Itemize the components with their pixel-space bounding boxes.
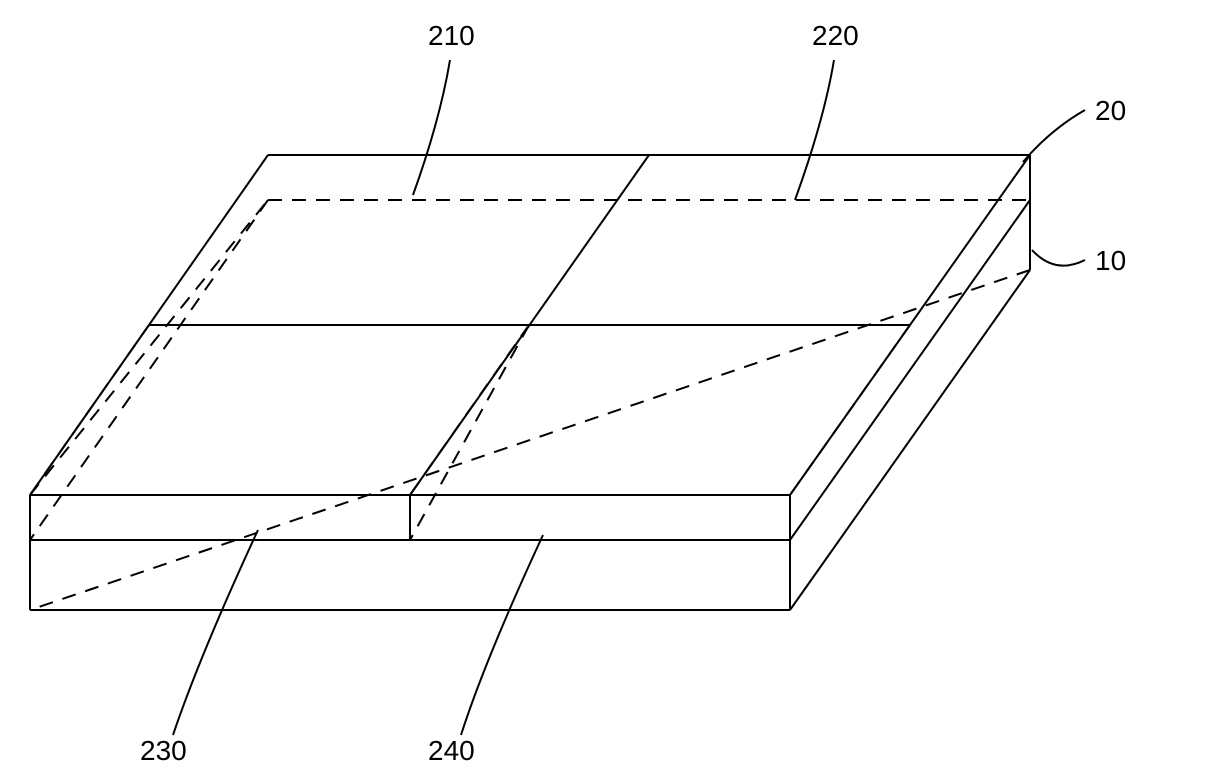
edge-C-I: [790, 200, 1030, 540]
leader-l220: [795, 60, 834, 200]
label-l240: 240: [428, 735, 475, 766]
leader-l10: [1032, 250, 1085, 266]
leader-l240: [461, 535, 543, 735]
label-l20: 20: [1095, 95, 1126, 126]
label-l210: 210: [428, 20, 475, 51]
leader-l20: [1023, 110, 1085, 162]
edge-hidden-D-G: [30, 270, 1030, 610]
label-l220: 220: [812, 20, 859, 51]
edge-hidden-E-S: [30, 200, 268, 495]
edge-hidden-R-O: [410, 325, 529, 540]
leader-l230: [173, 530, 258, 735]
leader-l210: [413, 60, 450, 195]
edge-D-J: [790, 270, 1030, 610]
edge-hidden-S-F: [30, 200, 268, 540]
label-l230: 230: [140, 735, 187, 766]
label-l10: 10: [1095, 245, 1126, 276]
